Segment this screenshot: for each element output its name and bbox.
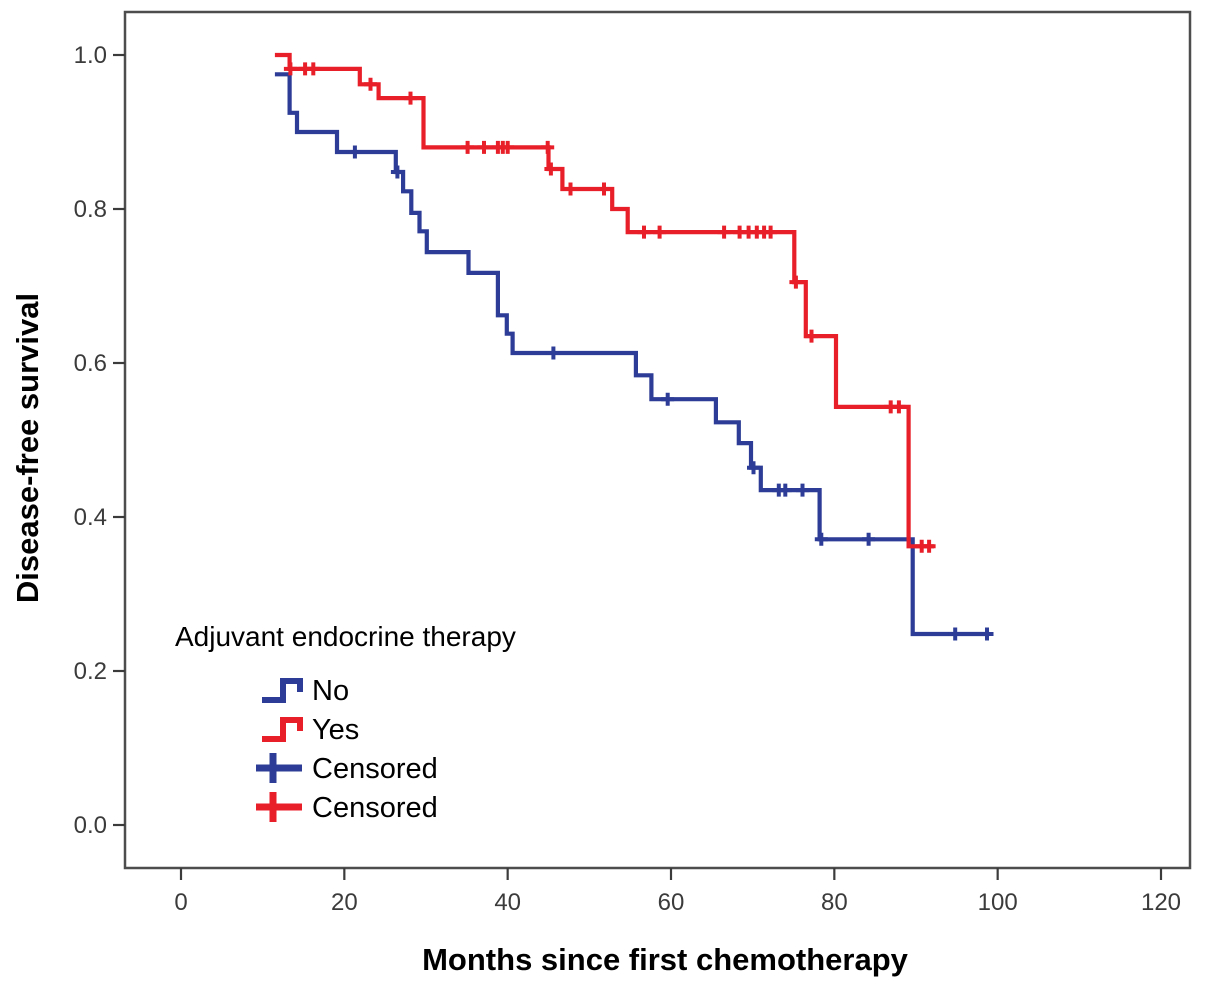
legend-plus-glyph [256, 753, 302, 783]
censor-mark [364, 77, 377, 91]
series-no [274, 72, 994, 641]
censor-marks-no [348, 145, 994, 641]
censor-marks-yes [283, 62, 936, 553]
y-tick-label: 0.2 [74, 658, 107, 685]
plot-border [123, 10, 1192, 870]
censor-mark [747, 461, 760, 475]
legend-item-label: Yes [312, 714, 359, 746]
y-axis: 0.0 0.2 0.4 0.6 0.8 1.0 [74, 42, 125, 839]
x-tick-label: 20 [331, 889, 358, 916]
x-tick-label: 40 [494, 889, 521, 916]
legend-item-yes-1: Yes [262, 714, 359, 746]
legend-item-censored-3: Censored [256, 792, 438, 824]
y-tick-label: 0.0 [74, 812, 107, 839]
censor-mark [390, 165, 404, 179]
censor-mark [764, 225, 778, 239]
censor-mark [283, 62, 297, 76]
legend-title: Adjuvant endocrine therapy [175, 621, 516, 652]
censor-mark [661, 392, 675, 406]
censor-mark [541, 140, 555, 154]
censor-mark [653, 225, 667, 239]
legend: Adjuvant endocrine therapy No Yes Censored C… [175, 621, 516, 824]
y-tick-label: 0.6 [74, 350, 107, 377]
censor-mark [717, 225, 731, 239]
censor-mark [546, 346, 560, 360]
censor-mark [544, 162, 558, 176]
legend-step-glyph [262, 678, 303, 703]
x-axis-title: Months since first chemotherapy [422, 942, 909, 977]
censor-mark [348, 145, 362, 159]
y-axis-title: Disease-free survival [10, 293, 45, 603]
legend-item-label: No [312, 675, 349, 707]
censor-mark [814, 532, 828, 546]
censor-mark [404, 91, 417, 105]
censor-mark [477, 140, 491, 154]
censor-mark [892, 400, 906, 414]
x-tick-label: 80 [821, 889, 848, 916]
survival-curve-yes [274, 52, 934, 549]
censor-mark [980, 627, 994, 641]
censor-mark [306, 62, 320, 76]
censor-mark [796, 483, 809, 497]
legend-item-label: Censored [312, 792, 438, 824]
censor-mark [789, 275, 803, 289]
x-axis: 0 20 40 60 80 100 120 [174, 868, 1181, 916]
y-tick-label: 0.4 [74, 504, 107, 531]
censor-mark [805, 329, 818, 343]
x-tick-label: 120 [1141, 889, 1181, 916]
censor-mark [862, 532, 876, 546]
series-yes [274, 52, 936, 553]
y-tick-label: 0.8 [74, 196, 107, 223]
x-tick-label: 60 [658, 889, 685, 916]
legend-item-no-0: No [262, 675, 349, 707]
legend-item-censored-2: Censored [256, 753, 438, 785]
legend-step-glyph [262, 717, 303, 742]
censor-mark [501, 140, 515, 154]
censor-mark [778, 483, 792, 497]
y-tick-label: 1.0 [74, 42, 107, 69]
censor-mark [948, 627, 962, 641]
censor-mark [922, 539, 936, 553]
censor-mark [461, 140, 475, 154]
censor-mark [597, 182, 611, 196]
x-tick-label: 0 [174, 889, 187, 916]
legend-item-label: Censored [312, 753, 438, 785]
legend-plus-glyph [256, 792, 302, 822]
censor-mark [564, 182, 577, 196]
x-tick-label: 100 [978, 889, 1018, 916]
censor-mark [637, 225, 651, 239]
